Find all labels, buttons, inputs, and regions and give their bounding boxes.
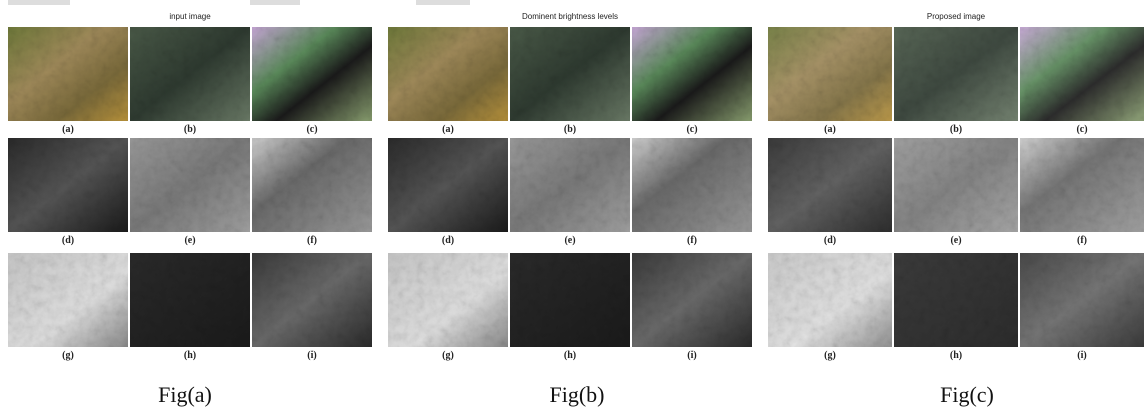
image-label: (i) <box>1077 350 1086 361</box>
image-texture <box>252 138 372 232</box>
image-texture <box>632 253 752 347</box>
tab <box>416 0 470 5</box>
image-label: (h) <box>564 350 576 361</box>
image-texture <box>388 138 508 232</box>
figure: input image (a) (b) (c) (d) (e) (f) (g) (h) (i) Fi… <box>0 0 1145 415</box>
image-label: (g) <box>62 350 74 361</box>
image-label: (b) <box>184 124 196 135</box>
image-label: (g) <box>824 350 836 361</box>
image-texture <box>252 253 372 347</box>
image-label: (d) <box>442 235 454 246</box>
image-label: (c) <box>306 124 317 135</box>
image-label: (h) <box>184 350 196 361</box>
image-texture <box>510 138 630 232</box>
image-texture <box>510 27 630 121</box>
panel-title: Dominent brightness levels <box>522 12 618 21</box>
tab <box>8 0 70 5</box>
image-texture <box>1020 253 1144 347</box>
image-texture <box>130 27 250 121</box>
image-texture <box>1020 138 1144 232</box>
image-label: (a) <box>824 124 836 135</box>
image-texture <box>388 27 508 121</box>
tab <box>250 0 300 5</box>
image-label: (g) <box>442 350 454 361</box>
image-label: (i) <box>307 350 316 361</box>
caption: Fig(a) <box>158 382 212 407</box>
image-label: (b) <box>564 124 576 135</box>
image-label: (d) <box>824 235 836 246</box>
page: input image (a) (b) (c) (d) (e) (f) (g) (h) (i) Fi… <box>0 0 1145 415</box>
image-texture <box>8 138 128 232</box>
image-texture <box>632 138 752 232</box>
image-label: (a) <box>62 124 74 135</box>
panel-title: input image <box>169 12 211 21</box>
image-texture <box>510 253 630 347</box>
panel-title: Proposed image <box>927 12 986 21</box>
image-texture <box>1020 27 1144 121</box>
image-texture <box>768 253 892 347</box>
image-label: (b) <box>950 124 962 135</box>
image-texture <box>130 138 250 232</box>
image-texture <box>768 138 892 232</box>
image-texture <box>388 253 508 347</box>
image-label: (d) <box>62 235 74 246</box>
image-label: (c) <box>1076 124 1087 135</box>
image-texture <box>894 27 1018 121</box>
image-label: (f) <box>307 235 317 246</box>
image-texture <box>130 253 250 347</box>
image-texture <box>894 138 1018 232</box>
image-label: (a) <box>442 124 454 135</box>
image-label: (f) <box>687 235 697 246</box>
image-label: (e) <box>950 235 961 246</box>
image-label: (f) <box>1077 235 1087 246</box>
caption: Fig(b) <box>550 382 605 407</box>
image-label: (h) <box>950 350 962 361</box>
image-texture <box>8 253 128 347</box>
image-texture <box>632 27 752 121</box>
image-texture <box>768 27 892 121</box>
image-label: (e) <box>184 235 195 246</box>
caption: Fig(c) <box>940 382 994 407</box>
image-texture <box>894 253 1018 347</box>
image-texture <box>8 27 128 121</box>
image-label: (i) <box>687 350 696 361</box>
image-label: (e) <box>564 235 575 246</box>
image-label: (c) <box>686 124 697 135</box>
image-texture <box>252 27 372 121</box>
